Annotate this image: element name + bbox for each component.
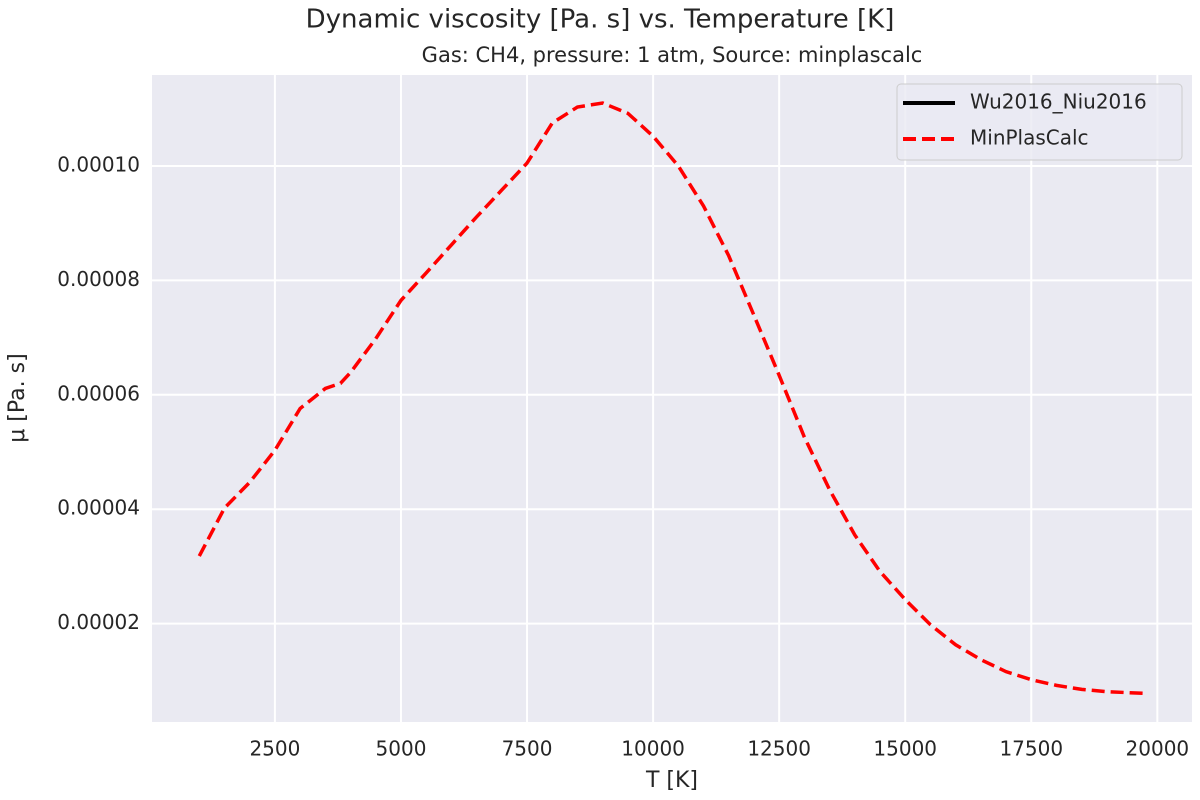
x-tick-label: 17500 [999, 737, 1063, 761]
x-tick-label: 7500 [502, 737, 553, 761]
series-line [197, 101, 1145, 696]
legend: Wu2016_Niu2016 MinPlasCalc [896, 83, 1183, 161]
x-tick-label: 20000 [1126, 737, 1190, 761]
plot-area [152, 75, 1192, 722]
legend-label: MinPlasCalc [970, 126, 1089, 150]
grid [152, 75, 1192, 722]
y-tick-label: 0.00002 [57, 610, 140, 634]
legend-label: Wu2016_Niu2016 [970, 90, 1147, 114]
x-tick-label: 15000 [873, 737, 937, 761]
x-tick-label: 2500 [249, 737, 300, 761]
x-tick-label: 12500 [747, 737, 811, 761]
y-tick-label: 0.00006 [57, 381, 140, 405]
chart-subtitle: Gas: CH4, pressure: 1 atm, Source: minpl… [422, 43, 923, 67]
x-axis-label: T [K] [645, 768, 698, 793]
y-axis-label: μ [Pa. s] [5, 353, 30, 442]
y-tick-label: 0.00010 [57, 152, 140, 176]
lines [197, 101, 1145, 696]
y-tick-label: 0.00008 [57, 267, 140, 291]
chart-title: Dynamic viscosity [Pa. s] vs. Temperatur… [306, 5, 895, 35]
y-tick-label: 0.00004 [57, 496, 140, 520]
x-tick-label: 5000 [376, 737, 427, 761]
x-tick-label: 10000 [621, 737, 685, 761]
legend-box [896, 83, 1183, 161]
